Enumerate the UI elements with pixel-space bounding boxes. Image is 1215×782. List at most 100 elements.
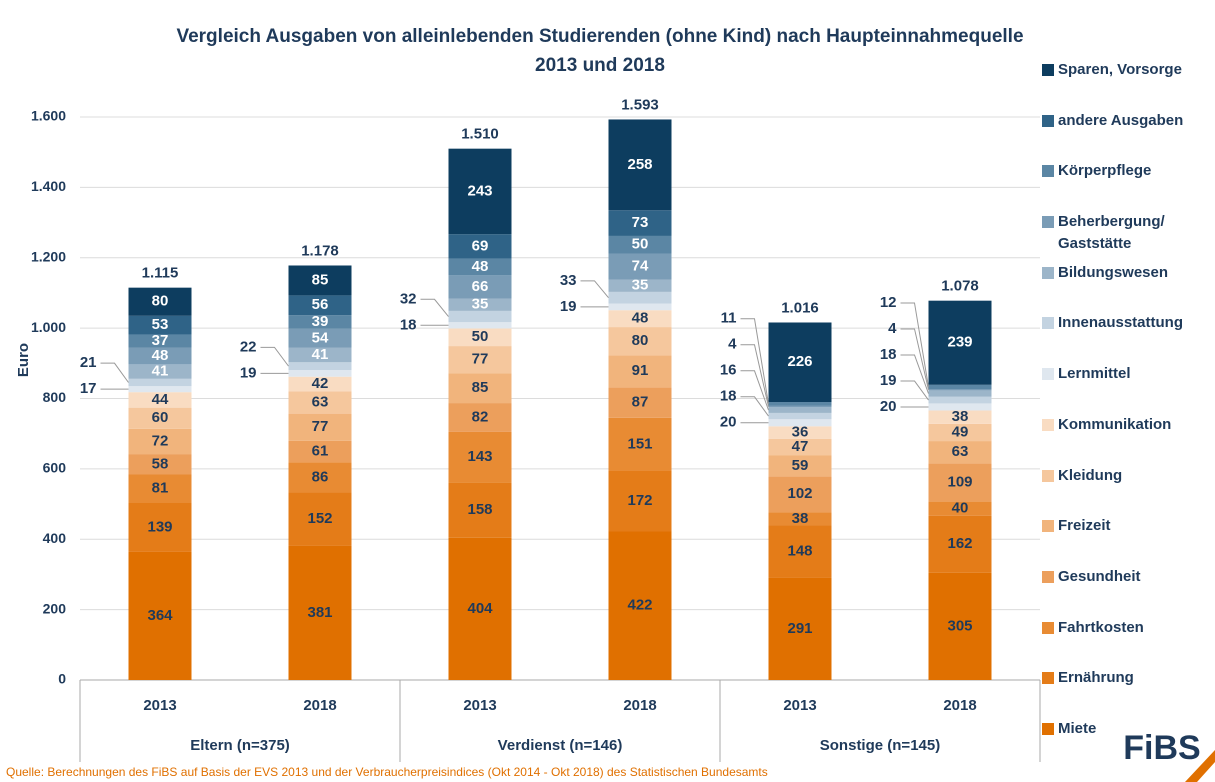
data-label: 22 xyxy=(240,338,257,355)
group-label: Eltern (n=375) xyxy=(190,737,290,754)
bar-segment xyxy=(928,410,992,424)
bar-segment xyxy=(928,388,992,391)
bar-segment xyxy=(768,525,832,578)
data-label: 49 xyxy=(952,423,969,440)
data-label: 162 xyxy=(947,535,972,552)
data-label: 35 xyxy=(632,277,649,294)
y-tick-label: 200 xyxy=(43,600,67,616)
data-label: 72 xyxy=(152,432,169,449)
bar-segment xyxy=(288,391,352,414)
data-label: 16 xyxy=(720,362,737,379)
legend-swatch xyxy=(1042,114,1054,127)
data-label: 50 xyxy=(632,236,649,253)
data-label: 20 xyxy=(720,414,737,431)
bar-segment xyxy=(448,298,512,311)
bar-segment xyxy=(288,462,352,493)
leader-line xyxy=(900,328,929,390)
data-label: 32 xyxy=(400,290,417,307)
data-label: 12 xyxy=(880,294,897,311)
bar-segment xyxy=(288,413,352,441)
bar-segment xyxy=(128,428,192,455)
bar-segment xyxy=(608,291,672,304)
bar-segment xyxy=(608,355,672,388)
data-label: 18 xyxy=(400,316,417,333)
data-label: 172 xyxy=(627,492,652,509)
bar-segment xyxy=(288,362,352,370)
data-label: 63 xyxy=(312,394,329,411)
bar-segment xyxy=(928,572,992,680)
bar-segment xyxy=(128,378,192,387)
bar-segment xyxy=(288,315,352,329)
bar-segment xyxy=(928,300,992,385)
data-label: 86 xyxy=(312,468,329,485)
bar-segment xyxy=(928,441,992,464)
data-label: 60 xyxy=(152,409,169,426)
legend-swatch xyxy=(1042,520,1054,533)
legend-label: Bildungswesen xyxy=(1058,263,1169,281)
data-label: 305 xyxy=(947,617,972,634)
legend-swatch xyxy=(1042,216,1054,229)
leader-line xyxy=(740,370,769,411)
x-tick-label: 2018 xyxy=(943,697,976,714)
bar-segment xyxy=(928,403,992,411)
legend-label: Beherbergung/ Gaststätte xyxy=(1058,213,1165,253)
bar-segment xyxy=(448,275,512,299)
data-label: 48 xyxy=(472,258,489,275)
bar-segment xyxy=(448,258,512,276)
data-label: 4 xyxy=(728,336,737,353)
x-tick-label: 2013 xyxy=(463,697,496,714)
leader-line xyxy=(900,380,929,401)
data-label: 19 xyxy=(560,298,577,315)
bar-segment xyxy=(448,403,512,432)
data-label: 102 xyxy=(787,485,812,502)
y-axis-label: Euro xyxy=(15,343,32,377)
legend-label: Freizeit xyxy=(1058,517,1111,535)
total-label: 1.593 xyxy=(621,96,659,113)
group-label: Sonstige (n=145) xyxy=(820,737,940,754)
legend-label: Sparen, Vorsorge xyxy=(1058,61,1182,78)
data-label: 33 xyxy=(560,272,577,289)
x-tick-label: 2013 xyxy=(143,697,176,714)
data-label: 21 xyxy=(80,354,97,371)
chart-subtitle: 2013 und 2018 xyxy=(535,55,665,76)
data-label: 44 xyxy=(152,391,169,408)
y-tick-label: 1.600 xyxy=(31,108,66,124)
legend-label: Innenausstattung xyxy=(1058,314,1184,332)
legend-swatch xyxy=(1042,165,1054,178)
bar-segment xyxy=(448,431,512,483)
bar-segment xyxy=(928,396,992,404)
data-label: 37 xyxy=(152,332,169,349)
data-label: 239 xyxy=(947,334,972,351)
bar-segment xyxy=(928,515,992,573)
bar-segment xyxy=(608,387,672,418)
data-label: 243 xyxy=(467,182,492,199)
data-label: 11 xyxy=(721,310,737,327)
data-label: 59 xyxy=(792,457,809,474)
legend-label: Miete xyxy=(1058,720,1097,737)
legend-swatch xyxy=(1042,621,1054,634)
legend-swatch xyxy=(1042,368,1054,381)
bar-segment xyxy=(768,476,832,513)
data-label: 39 xyxy=(312,313,329,330)
data-label: 148 xyxy=(787,543,812,560)
x-tick-label: 2018 xyxy=(303,697,336,714)
bar-segment xyxy=(608,119,672,211)
bar-segment xyxy=(448,310,512,323)
bar-segment xyxy=(928,423,992,442)
bar-segment xyxy=(608,279,672,292)
y-tick-label: 600 xyxy=(43,460,67,476)
bar-segment xyxy=(448,346,512,374)
data-label: 18 xyxy=(720,388,737,405)
group-label: Verdienst (n=146) xyxy=(498,737,623,754)
legend-swatch xyxy=(1042,64,1054,76)
bar-segment xyxy=(448,482,512,538)
bar-segment xyxy=(608,417,672,471)
data-label: 66 xyxy=(472,278,489,295)
bar-segment xyxy=(928,463,992,502)
bar-segment xyxy=(768,455,832,477)
data-label: 63 xyxy=(952,443,969,460)
leader-line xyxy=(900,302,929,387)
bar-segment xyxy=(128,392,192,408)
data-label: 18 xyxy=(880,346,897,363)
data-label: 422 xyxy=(627,597,652,614)
